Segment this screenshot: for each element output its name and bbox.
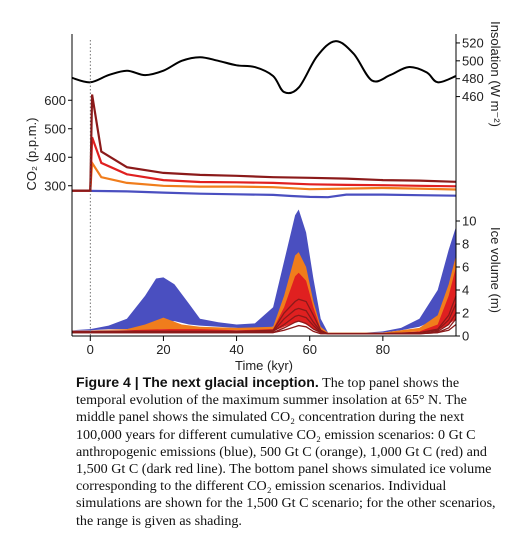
ice-line-series-3-1 [72, 303, 457, 335]
co2-tick-label: 300 [44, 178, 66, 193]
ice-tick-label: 10 [462, 214, 476, 229]
co2-line-series-2 [72, 136, 457, 192]
ice-tick-label: 8 [462, 237, 469, 252]
ice-line-series-3-4 [72, 323, 457, 335]
x-tick-label: 80 [376, 342, 390, 357]
x-tick-label: 40 [229, 342, 243, 357]
co2-tick-label: 400 [44, 150, 66, 165]
x-tick-label: 0 [87, 342, 94, 357]
co2-tick-label: 500 [44, 121, 66, 136]
co2-line-series-0 [71, 189, 457, 199]
insolation-axis-title: Insolation (W m⁻²) [488, 21, 503, 127]
insolation-tick-label: 520 [462, 35, 484, 50]
ice-tick-label: 0 [462, 329, 469, 344]
caption-title: Figure 4 | The next glacial inception. [76, 374, 319, 390]
co2-tick-label: 600 [44, 93, 66, 108]
ice-tick-label: 4 [462, 283, 469, 298]
insolation-tick-label: 480 [462, 71, 484, 86]
insolation-line [71, 40, 457, 95]
ice-tick-label: 6 [462, 260, 469, 275]
insolation-tick-label: 500 [462, 53, 484, 68]
plot-area [71, 40, 457, 335]
co2-line-series-3 [72, 94, 457, 192]
figure-caption: Figure 4 | The next glacial inception. T… [76, 374, 496, 530]
axes: 460 480 500 520 300 400 500 600 0 2 4 6 8 10 0 20 40 60 80… [24, 21, 503, 373]
ice-range-series-0 [72, 209, 456, 334]
ice-axis-title: Ice volume (m) [488, 227, 503, 313]
co2-line-series-1 [72, 159, 457, 192]
caption-body: The top panel shows the temporal evoluti… [76, 375, 496, 529]
insolation-tick-label: 460 [462, 89, 484, 104]
x-axis-title: Time (kyr) [235, 358, 293, 373]
x-tick-label: 20 [156, 342, 170, 357]
ice-tick-label: 2 [462, 306, 469, 321]
figure-chart: 460 480 500 520 300 400 500 600 0 2 4 6 8 10 0 20 40 60 80… [24, 21, 503, 373]
x-tick-label: 60 [302, 342, 316, 357]
co2-axis-title: CO₂ (p.p.m.) [24, 118, 39, 191]
